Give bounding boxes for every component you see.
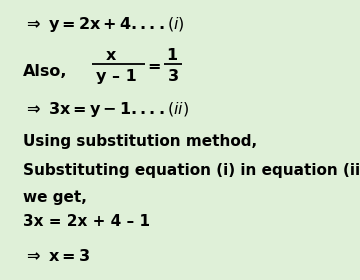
Text: $\mathbf{\Rightarrow}$ $\mathbf{x = 3}$: $\mathbf{\Rightarrow}$ $\mathbf{x = 3}$ xyxy=(23,248,90,264)
Text: Using substitution method,: Using substitution method, xyxy=(23,134,257,149)
Text: $\mathbf{\Rightarrow}$ $\mathbf{y = 2x + 4....}$$(i)$: $\mathbf{\Rightarrow}$ $\mathbf{y = 2x +… xyxy=(23,15,185,34)
Text: 1: 1 xyxy=(166,48,177,63)
Text: 3x = 2x + 4 – 1: 3x = 2x + 4 – 1 xyxy=(23,214,150,230)
Text: =: = xyxy=(147,59,161,74)
Text: 3: 3 xyxy=(167,69,179,83)
Text: y – 1: y – 1 xyxy=(96,69,137,83)
Text: $\mathbf{\Rightarrow}$ $\mathbf{3x = y - 1....}$$(ii)$: $\mathbf{\Rightarrow}$ $\mathbf{3x = y -… xyxy=(23,100,189,119)
Text: we get,: we get, xyxy=(23,190,87,205)
Text: Also,: Also, xyxy=(23,64,67,79)
Text: x: x xyxy=(106,48,116,63)
Text: Substituting equation (i) in equation (ii),: Substituting equation (i) in equation (i… xyxy=(23,164,360,178)
